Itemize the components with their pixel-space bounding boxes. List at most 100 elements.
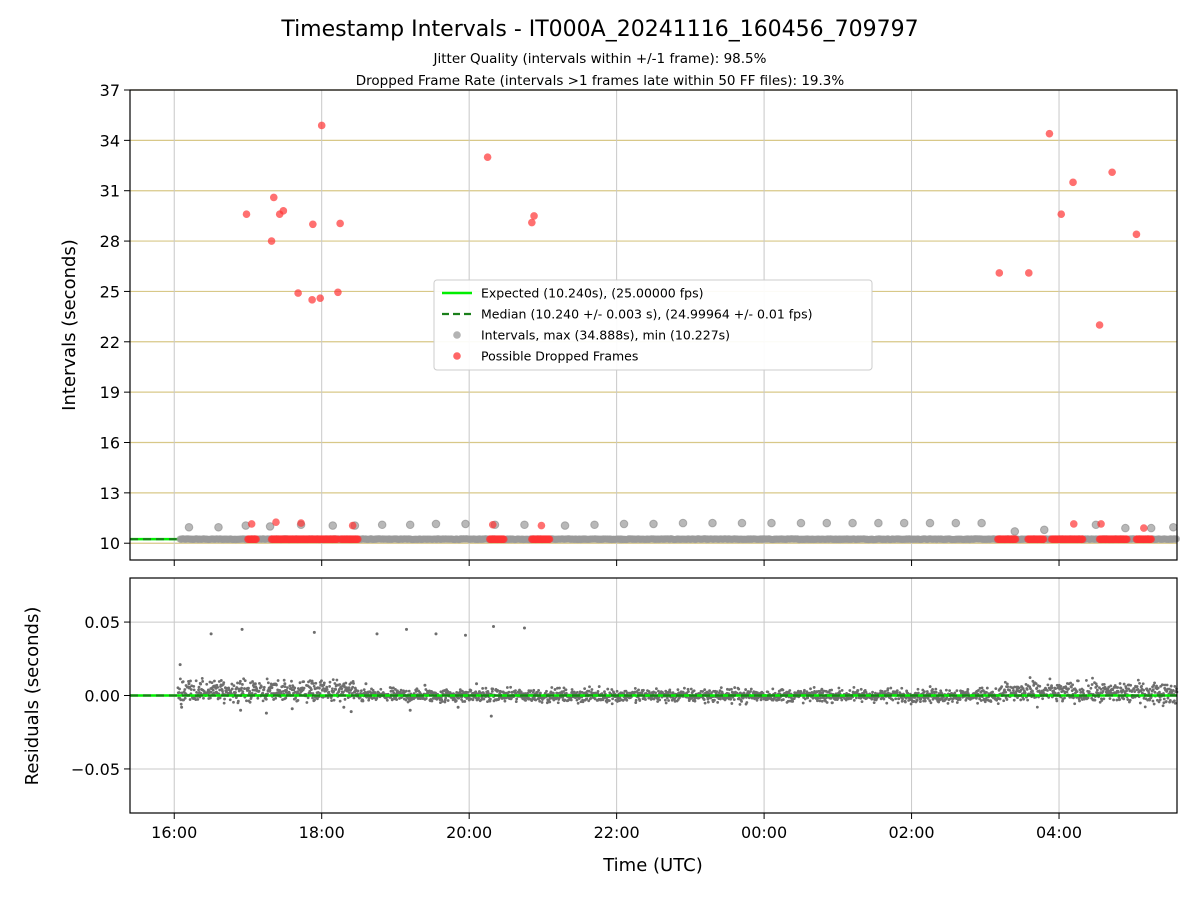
residual-point: [946, 702, 950, 705]
residual-point: [1004, 690, 1008, 694]
residual-point: [1152, 683, 1156, 687]
residual-point: [1019, 688, 1023, 692]
residual-point: [859, 687, 863, 691]
residual-point: [1029, 687, 1032, 691]
residual-point: [496, 688, 500, 692]
residual-point: [194, 698, 198, 701]
residual-point: [341, 690, 345, 694]
residual-point: [702, 698, 706, 701]
residual-point: [564, 688, 568, 692]
residual-point: [1168, 698, 1172, 702]
residual-point: [482, 697, 486, 701]
residual-point: [245, 699, 248, 703]
residual-point: [311, 692, 315, 695]
residual-point: [575, 691, 579, 694]
residual-point: [610, 688, 614, 691]
residual-point: [690, 696, 694, 700]
dropped-frame-point: [269, 193, 278, 202]
residual-point: [621, 699, 625, 702]
residual-point: [1115, 698, 1119, 702]
residual-point: [548, 696, 552, 700]
residual-point: [1073, 702, 1077, 706]
residual-point: [906, 691, 910, 695]
residual-point: [328, 680, 332, 684]
residual-point: [232, 700, 235, 704]
residual-point: [818, 699, 822, 703]
residual-point: [915, 698, 919, 702]
residual-point: [218, 696, 222, 700]
residual-point: [234, 691, 237, 694]
residuals-y-tick-label: 0.00: [84, 687, 120, 706]
x-tick-label: 20:00: [446, 823, 492, 842]
residual-point: [923, 699, 927, 703]
residual-point: [1081, 688, 1085, 692]
residual-point: [183, 696, 187, 700]
intervals-y-tick-label: 10: [100, 534, 120, 553]
residual-point: [873, 691, 877, 695]
chart-legend: Expected (10.240s), (25.00000 fps) Median…: [433, 279, 873, 371]
residual-point: [766, 690, 770, 694]
residual-point: [1148, 698, 1152, 702]
residual-point: [243, 687, 246, 690]
residual-point: [928, 685, 932, 688]
residual-point: [238, 679, 242, 683]
residual-point: [326, 696, 330, 700]
residual-point: [966, 692, 970, 695]
residual-point: [253, 682, 257, 686]
residual-point: [213, 679, 216, 683]
residual-point: [737, 687, 741, 691]
intervals-y-tick-label: 28: [100, 232, 120, 251]
residual-point: [399, 688, 403, 692]
residual-point: [989, 700, 993, 703]
residual-point: [719, 686, 723, 690]
residual-point: [1128, 698, 1132, 702]
residual-point: [882, 697, 886, 701]
residual-point: [829, 696, 833, 700]
residual-point: [192, 684, 196, 688]
residual-point: [1100, 699, 1104, 702]
residual-point: [235, 686, 239, 689]
residual-point: [562, 686, 566, 690]
residual-point: [940, 692, 944, 695]
residual-point: [335, 678, 339, 682]
residual-point: [919, 700, 922, 704]
residual-point: [240, 686, 243, 690]
residual-point: [575, 698, 579, 702]
residual-point: [550, 686, 554, 689]
residual-point: [896, 701, 900, 705]
residual-point: [1117, 690, 1120, 694]
residual-point: [668, 688, 672, 692]
dropped-frame-point: [1069, 520, 1078, 528]
residual-point: [1017, 686, 1021, 690]
residual-point: [564, 691, 568, 695]
residual-point: [1101, 689, 1105, 693]
residual-point: [703, 701, 707, 705]
residual-point: [729, 697, 733, 701]
residual-point: [200, 677, 204, 680]
residual-point: [261, 699, 265, 703]
residual-point: [634, 698, 638, 702]
residual-point: [187, 682, 191, 686]
residual-point: [1156, 686, 1160, 690]
residual-point: [883, 690, 887, 693]
residual-point: [977, 689, 980, 692]
residual-point: [305, 701, 309, 704]
residual-point: [1063, 696, 1066, 700]
residual-point: [638, 699, 642, 702]
residual-point: [1108, 697, 1112, 700]
residual-point: [179, 702, 183, 706]
residual-point: [953, 691, 957, 695]
residual-point: [474, 690, 478, 694]
residual-point: [282, 678, 286, 682]
residual-point: [706, 700, 710, 704]
residual-point: [1162, 697, 1166, 701]
residual-point: [1153, 681, 1156, 685]
dropped-frame-point: [545, 535, 554, 543]
residual-point: [548, 700, 552, 704]
residual-point: [314, 681, 318, 685]
residual-point: [460, 689, 464, 693]
residual-point: [648, 692, 651, 695]
residual-point: [209, 632, 213, 636]
residual-point: [526, 691, 530, 695]
